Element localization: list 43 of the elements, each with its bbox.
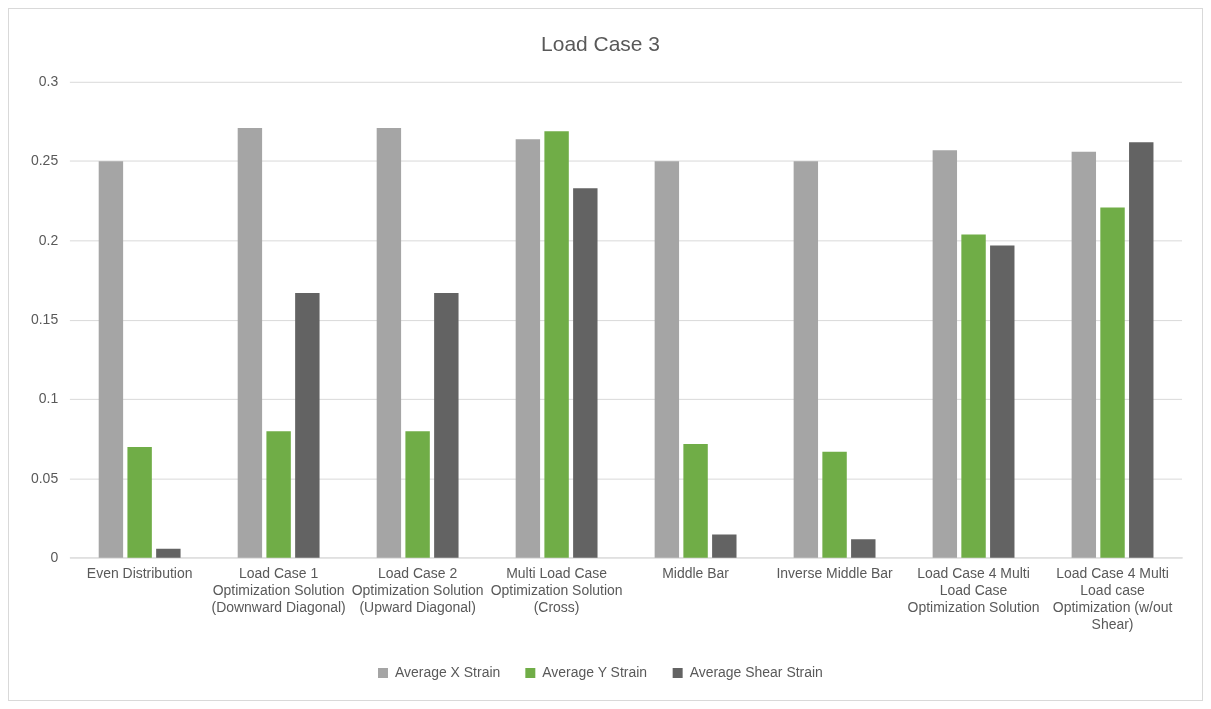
bar	[1071, 151, 1097, 558]
bar	[1129, 142, 1154, 558]
bar	[573, 188, 598, 558]
bar	[515, 139, 541, 558]
bar	[851, 539, 876, 558]
bar	[1100, 207, 1125, 558]
bar	[434, 293, 459, 558]
bar	[712, 534, 737, 558]
bar	[990, 245, 1015, 558]
bar	[376, 128, 402, 558]
bar	[822, 451, 847, 558]
legend-label: Average Y Strain	[542, 663, 648, 680]
bar	[266, 431, 291, 558]
y-tick-label: 0.2	[38, 231, 59, 248]
bar	[932, 150, 958, 558]
x-tick-label: Load Case 4 Multi Load Case Optimization Solution	[907, 565, 1040, 615]
bar	[961, 234, 986, 558]
x-tick-label: Multi Load Case Optimization Solution (Cross)	[490, 565, 623, 615]
x-tick-label: Even Distribution	[86, 565, 193, 582]
bar	[654, 161, 680, 558]
bar	[127, 447, 152, 558]
bar	[295, 293, 320, 558]
y-tick-label: 0.3	[38, 72, 59, 89]
x-tick-label: Load Case 4 Multi Load case Optimization (w/out Shear)	[1052, 565, 1173, 632]
bar	[544, 131, 569, 558]
bar	[683, 443, 708, 558]
bar	[405, 431, 430, 558]
legend-label: Average X Strain	[394, 663, 501, 680]
x-tick-label: Load Case 1 Optimization Solution (Downward Diagonal)	[211, 565, 346, 615]
bar	[156, 548, 181, 558]
bar	[237, 128, 263, 558]
y-tick-label: 0.1	[38, 390, 59, 407]
y-tick-label: 0.15	[30, 310, 59, 327]
legend-label: Average Shear Strain	[689, 663, 823, 680]
x-tick-label: Load Case 2 Optimization Solution (Upward Diagonal)	[351, 565, 484, 615]
chart-title: Load Case 3	[541, 32, 660, 56]
y-tick-label: 0.05	[30, 469, 59, 486]
y-tick-label: 0	[50, 549, 59, 566]
y-tick-label: 0.25	[30, 152, 59, 169]
bar	[793, 161, 819, 558]
x-tick-label: Inverse Middle Bar	[776, 565, 894, 582]
bar	[98, 161, 124, 558]
x-tick-label: Middle Bar	[662, 565, 730, 582]
